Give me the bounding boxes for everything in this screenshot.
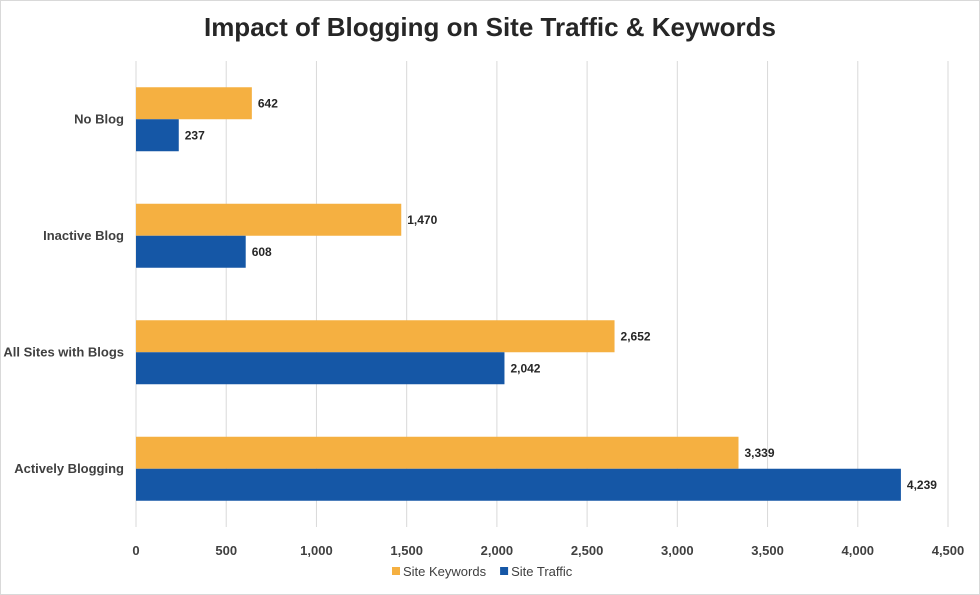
x-tick-label: 4,000 — [842, 543, 875, 558]
x-tick-label: 1,500 — [390, 543, 423, 558]
chart-title: Impact of Blogging on Site Traffic & Key… — [204, 12, 776, 42]
bar-site-keywords — [136, 203, 402, 236]
category-label: Inactive Blog — [43, 228, 124, 243]
legend-swatch — [392, 567, 400, 575]
bar-site-keywords — [136, 320, 615, 353]
x-tick-label: 3,000 — [661, 543, 694, 558]
bar-site-keywords — [136, 436, 739, 469]
legend-swatch — [500, 567, 509, 575]
x-tick-label: 0 — [132, 543, 139, 558]
data-labels: 642 237 1,470 608 2,652 2,042 3,339 4,239 — [185, 96, 937, 492]
bar-site-traffic — [136, 235, 246, 268]
bar-site-traffic — [136, 119, 179, 152]
legend-label: Site Traffic — [511, 564, 573, 579]
x-tick-label: 3,500 — [751, 543, 784, 558]
data-label: 1,470 — [407, 213, 437, 227]
x-axis-ticks: 0 500 1,000 1,500 2,000 2,500 3,000 3,500 4,000 4… — [132, 543, 964, 558]
data-label: 3,339 — [745, 446, 775, 460]
data-label: 4,239 — [907, 478, 937, 492]
x-tick-label: 2,000 — [481, 543, 514, 558]
data-label: 642 — [258, 96, 278, 110]
legend: Site Keywords Site Traffic — [392, 564, 573, 579]
data-label: 237 — [185, 128, 205, 142]
category-label: All Sites with Blogs — [3, 344, 124, 359]
data-label: 608 — [252, 245, 272, 259]
x-tick-label: 4,500 — [932, 543, 965, 558]
bar-site-keywords — [136, 87, 252, 120]
category-label: No Blog — [74, 111, 124, 126]
data-label: 2,042 — [510, 361, 540, 375]
bar-site-traffic — [136, 352, 505, 385]
x-tick-label: 500 — [215, 543, 237, 558]
x-tick-label: 2,500 — [571, 543, 604, 558]
category-labels: No Blog Inactive Blog All Sites with Blogs… — [3, 111, 124, 476]
bars — [136, 87, 901, 501]
data-label: 2,652 — [621, 329, 651, 343]
gridlines — [135, 61, 949, 527]
x-tick-label: 1,000 — [300, 543, 333, 558]
category-label: Actively Blogging — [14, 461, 124, 476]
legend-label: Site Keywords — [403, 564, 487, 579]
bar-site-traffic — [136, 468, 901, 501]
